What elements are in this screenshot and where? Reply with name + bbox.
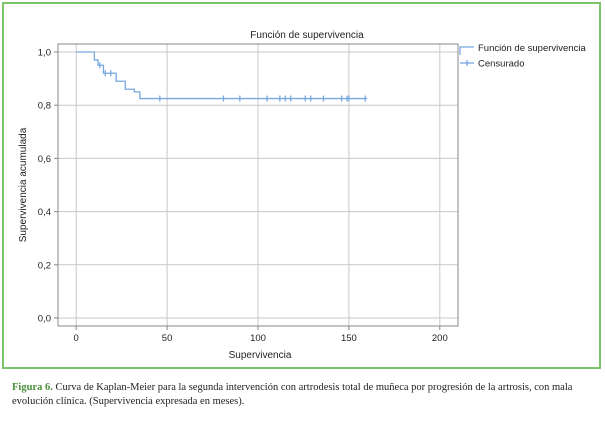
figure-caption: Figura 6. Curva de Kaplan-Meier para la …	[12, 381, 597, 409]
y-tick-label: 1,0	[38, 47, 51, 58]
legend: Función de supervivencia Censurado	[459, 43, 586, 70]
y-tick-label: 0,0	[38, 314, 51, 325]
survival-step-line	[76, 51, 368, 100]
grid	[58, 44, 458, 326]
x-tick-label: 200	[432, 333, 448, 344]
x-tick-label: 150	[341, 333, 357, 344]
y-tick-label: 0,8	[38, 101, 51, 112]
x-tick-label: 0	[74, 333, 79, 344]
legend-line-swatch	[459, 46, 474, 55]
axis-ticks: 0,0 0,2 0,4 0,6 0,8 1,0 0 50 100 150 200	[38, 47, 448, 344]
x-tick-label: 100	[250, 333, 266, 344]
y-tick-label: 0,6	[38, 154, 51, 165]
chart-title: Función de supervivencia	[250, 30, 364, 41]
series-layer	[76, 51, 368, 102]
y-axis-label: Supervivencia acumulada	[18, 127, 29, 242]
legend-label: Censurado	[478, 59, 524, 70]
x-tick-label: 50	[162, 333, 173, 344]
caption-label: Figura 6.	[12, 382, 53, 393]
x-axis-label: Supervivencia	[229, 350, 292, 361]
legend-label: Función de supervivencia	[478, 43, 586, 54]
y-tick-label: 0,2	[38, 260, 51, 271]
caption-text: Curva de Kaplan-Meier para la segunda in…	[12, 382, 573, 407]
y-tick-label: 0,4	[38, 207, 51, 218]
chart-frame	[2, 2, 601, 369]
